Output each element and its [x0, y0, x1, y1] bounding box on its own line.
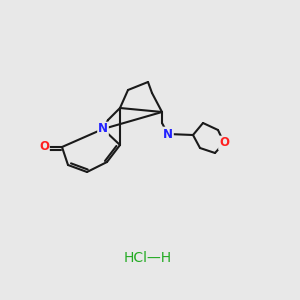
Text: O: O: [39, 140, 49, 154]
Text: HCl—H: HCl—H: [124, 251, 172, 265]
Text: O: O: [219, 136, 229, 149]
Text: N: N: [163, 128, 173, 140]
Text: N: N: [98, 122, 108, 136]
